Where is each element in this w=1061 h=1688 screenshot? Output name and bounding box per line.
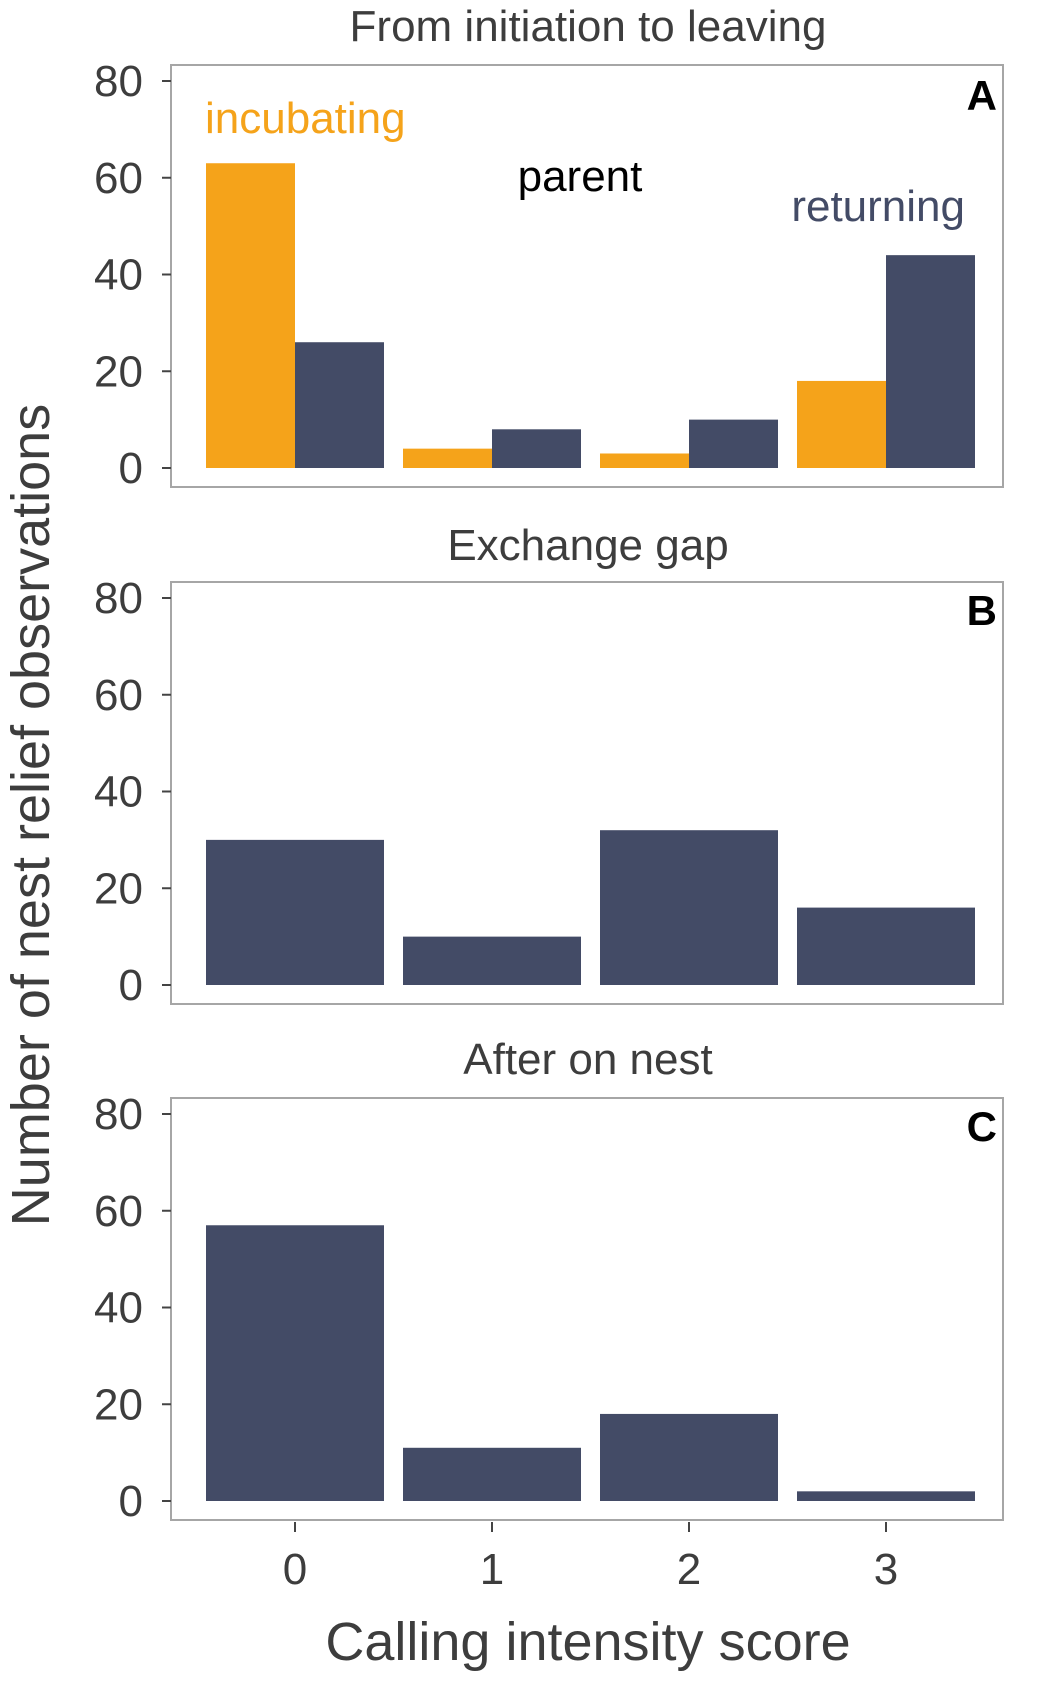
y-axis-panel-a: 0 20 40 60 80 xyxy=(94,57,171,493)
y-axis-panel-b: 0 20 40 60 80 xyxy=(94,574,171,1010)
y-tick-label: 40 xyxy=(94,251,143,300)
panel-frame-a xyxy=(170,64,1004,488)
bars-panel-c xyxy=(206,1225,975,1501)
panel-a: From initiation to leaving A 0 20 40 60 80 i… xyxy=(94,2,1004,493)
bar-count-2 xyxy=(600,830,778,985)
y-tick-label: 0 xyxy=(119,961,143,1010)
bar-incubating-1 xyxy=(403,448,492,468)
bars-panel-a xyxy=(206,163,975,469)
bar-count-0 xyxy=(206,839,384,985)
x-axis-title: Calling intensity score xyxy=(325,1612,850,1672)
y-tick-label: 20 xyxy=(94,1380,143,1429)
bar-count-1 xyxy=(403,936,581,985)
bar-count-3 xyxy=(797,1491,975,1501)
y-tick-label: 40 xyxy=(94,768,143,817)
legend-entry-incubating: incubating xyxy=(205,94,406,143)
panel-title-a: From initiation to leaving xyxy=(350,2,827,51)
panel-b: Exchange gap B 0 20 40 60 80 xyxy=(94,521,1004,1010)
y-tick-label: 40 xyxy=(94,1284,143,1333)
x-tick-label: 0 xyxy=(283,1545,307,1594)
y-tick-label: 80 xyxy=(94,1090,143,1139)
legend-entry-returning: returning xyxy=(791,182,965,231)
bar-incubating-3 xyxy=(797,380,886,468)
bars-panel-b xyxy=(206,830,975,985)
bar-count-1 xyxy=(403,1447,581,1501)
bar-incubating-2 xyxy=(600,453,689,468)
x-tick-label: 2 xyxy=(677,1545,701,1594)
bar-count-0 xyxy=(206,1225,384,1501)
bar-count-3 xyxy=(797,907,975,985)
panel-frame-b xyxy=(170,581,1004,1005)
x-tick-label: 1 xyxy=(480,1545,504,1594)
y-tick-label: 80 xyxy=(94,57,143,106)
panel-letter-a: A xyxy=(967,72,997,119)
panel-c: After on nest C 0 20 40 60 80 0 1 2 3 xyxy=(94,1035,1004,1594)
panel-letter-c: C xyxy=(967,1103,997,1150)
x-tick-label: 3 xyxy=(874,1545,898,1594)
y-tick-label: 20 xyxy=(94,347,143,396)
panel-letter-b: B xyxy=(967,587,997,634)
bar-returning-3 xyxy=(886,255,975,468)
y-axis-title: Number of nest relief observations xyxy=(1,404,61,1226)
bar-returning-0 xyxy=(295,342,384,468)
y-tick-label: 0 xyxy=(119,444,143,493)
panel-frame-c xyxy=(170,1097,1004,1521)
panel-title-c: After on nest xyxy=(463,1035,712,1084)
y-tick-label: 20 xyxy=(94,864,143,913)
y-axis-panel-c: 0 20 40 60 80 xyxy=(94,1090,171,1526)
y-tick-label: 60 xyxy=(94,154,143,203)
y-tick-label: 60 xyxy=(94,1187,143,1236)
y-tick-label: 60 xyxy=(94,671,143,720)
legend-title: parent xyxy=(518,152,643,201)
y-tick-label: 80 xyxy=(94,574,143,623)
panel-title-b: Exchange gap xyxy=(447,521,728,570)
x-axis: 0 1 2 3 xyxy=(283,1522,898,1594)
bar-returning-1 xyxy=(492,429,581,468)
bar-count-2 xyxy=(600,1413,778,1501)
y-tick-label: 0 xyxy=(119,1477,143,1526)
bar-returning-2 xyxy=(689,419,778,468)
bar-incubating-0 xyxy=(206,163,295,469)
